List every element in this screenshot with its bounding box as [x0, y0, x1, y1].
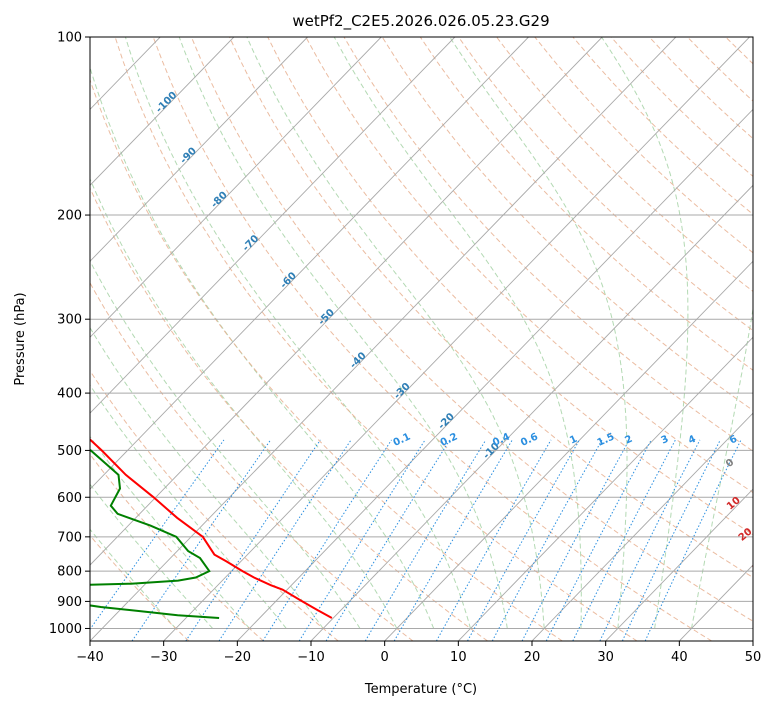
moist-adiabat-label: 30 [751, 557, 769, 574]
dry-adiabat-line [496, 37, 753, 293]
isotherm-line [90, 37, 603, 566]
mixing-ratio-line [599, 439, 701, 641]
x-tick-label: 0 [381, 650, 389, 665]
moist-adiabat-label: 20 [737, 526, 755, 543]
moist-adiabat-line [449, 37, 628, 629]
moist-adiabat-line [691, 305, 753, 629]
dry-adiabat-line [90, 534, 190, 641]
isotherm-line [90, 37, 308, 262]
dry-adiabat-line [305, 37, 753, 494]
x-axis-ticks: −40 −30 −20 −10 0 10 20 30 40 50 [76, 641, 761, 665]
y-tick-label: 600 [57, 491, 82, 506]
isotherm-line [90, 37, 382, 338]
dry-adiabat-line [90, 78, 563, 641]
moist-adiabat-line [333, 37, 582, 629]
mixing-ratio-label: 1 [568, 434, 579, 447]
mixing-ratio-labels: 0.10.20.40.611.52346810131620253036 [392, 431, 739, 448]
x-tick-label: −30 [150, 650, 177, 665]
y-tick-label: 700 [57, 530, 82, 545]
mixing-ratio-line [90, 439, 225, 631]
moist-adiabats [90, 37, 753, 629]
x-tick-label: 20 [524, 650, 541, 665]
x-tick-label: 50 [745, 650, 762, 665]
mixing-ratio-line [393, 439, 513, 641]
y-tick-label: 100 [57, 31, 82, 46]
plot-area: -100-90-80-70-60-50-40-30-20-10 0.1 0.2 0.… [90, 37, 769, 641]
y-axis-label: Pressure (hPa) [13, 292, 28, 385]
mixing-ratio-line [131, 439, 272, 641]
dry-adiabat-line [190, 37, 753, 622]
isotherm-line [531, 412, 753, 641]
dry-adiabat-line [229, 37, 753, 579]
isotherm-line [163, 37, 750, 641]
x-tick-label: 40 [671, 650, 688, 665]
mixing-ratio-line [262, 439, 392, 641]
isotherms [90, 37, 753, 641]
moist-adiabat-line [601, 37, 689, 629]
isotherm-line [90, 37, 529, 490]
mixing-ratio-label: 4 [687, 434, 698, 447]
moist-adiabat-line [90, 177, 398, 629]
moist-adiabat-line [90, 483, 214, 629]
moist-adiabat-line [90, 435, 250, 629]
mixing-ratio-line [364, 439, 487, 641]
y-tick-label: 300 [57, 313, 82, 328]
mixing-ratio-label: 6 [728, 434, 739, 447]
dry-adiabat-line [114, 37, 638, 641]
isotherm-line [605, 488, 753, 641]
dry-adiabat-line [419, 37, 753, 371]
x-tick-label: 30 [597, 650, 614, 665]
mixing-ratio-line [325, 439, 451, 641]
y-tick-label: 200 [57, 209, 82, 224]
mixing-ratio-line [521, 439, 630, 641]
mixing-ratio-line [621, 439, 721, 641]
isotherm-line [90, 37, 677, 641]
isotherm-line [310, 184, 753, 641]
dewpoint-profile [90, 449, 220, 619]
moist-adiabat-line [246, 37, 545, 629]
y-tick-label: 900 [57, 595, 82, 610]
moist-adiabat-line [90, 384, 287, 629]
y-tick-label: 500 [57, 444, 82, 459]
moist-adiabat-line [90, 65, 435, 629]
y-tick-label: 800 [57, 565, 82, 580]
isotherm-line [90, 37, 456, 414]
dry-adiabat-line [90, 186, 488, 641]
plot-frame [89, 36, 754, 642]
isotherm-line [384, 260, 753, 641]
mixing-ratio-line [298, 439, 426, 641]
y-tick-label: 400 [57, 387, 82, 402]
mixing-ratio-line [545, 439, 652, 641]
x-tick-label: 10 [450, 650, 467, 665]
y-tick-label: 1000 [49, 622, 82, 637]
isotherm-line [458, 336, 753, 641]
mixing-ratio-line [491, 439, 603, 641]
profile-series [90, 438, 333, 619]
dry-adiabat-line [90, 281, 414, 641]
isotherm-line [90, 37, 235, 186]
x-tick-label: −20 [224, 650, 251, 665]
mixing-ratio-label: 2 [623, 434, 634, 447]
y-axis-ticks: 100 200 300 400 500 600 700 800 900 1000 [49, 31, 90, 637]
dry-adiabat-line [152, 37, 712, 641]
mixing-ratio-lines [90, 439, 742, 641]
moist-adiabat-line [178, 37, 508, 629]
isotherm-line [237, 108, 753, 641]
moist-adiabat-line [90, 259, 361, 629]
temperature-profile [90, 438, 333, 619]
x-tick-label: −40 [76, 650, 103, 665]
mixing-ratio-line [218, 439, 352, 641]
x-tick-label: −10 [297, 650, 324, 665]
x-axis-label: Temperature (°C) [364, 682, 477, 697]
chart-title: wetPf2_C2E5.2026.026.05.23.G29 [292, 12, 549, 31]
mixing-ratio-label: 3 [659, 434, 670, 447]
moist-adiabat-line [90, 528, 177, 629]
moist-adiabat-line [90, 326, 324, 629]
isobars [90, 37, 753, 629]
dry-adiabat-line [343, 37, 753, 452]
